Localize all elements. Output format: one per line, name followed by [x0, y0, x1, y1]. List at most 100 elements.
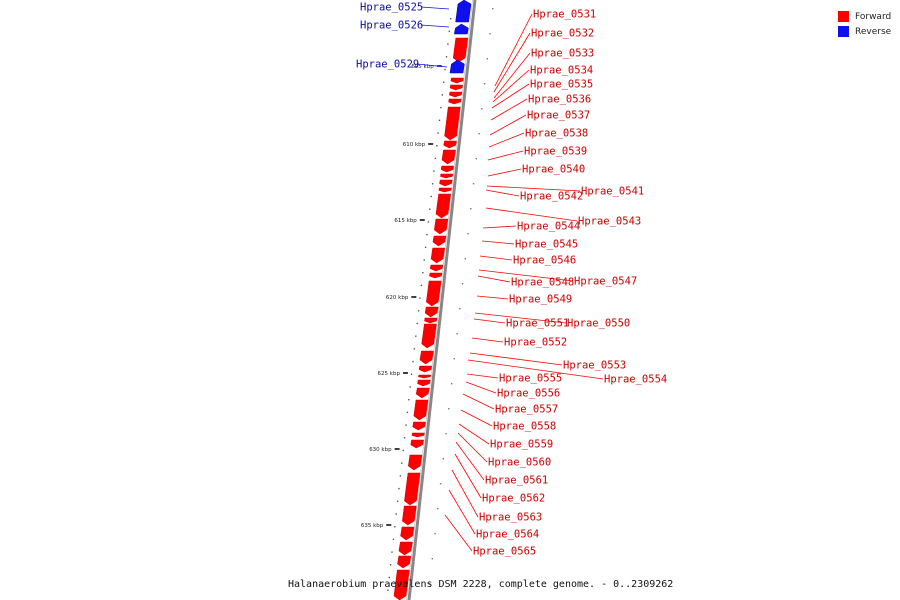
forward-feature — [424, 306, 439, 318]
minor-tick — [391, 551, 393, 553]
gene-leader-line — [474, 312, 567, 324]
minor-tick — [398, 487, 400, 490]
gene-label-hprae-0531[interactable]: Hprae_0531 — [533, 9, 596, 21]
gene-label-hprae-0554[interactable]: Hprae_0554 — [604, 374, 667, 386]
gene-label-hprae-0544[interactable]: Hprae_0544 — [517, 221, 580, 233]
forward-feature — [440, 173, 454, 179]
gene-label-hprae-0551[interactable]: Hprae_0551 — [506, 318, 569, 330]
gene-leader-line — [416, 63, 448, 68]
gene-label-hprae-0546[interactable]: Hprae_0546 — [513, 255, 576, 267]
legend-label: Reverse — [855, 26, 892, 37]
minor-tick — [422, 272, 424, 274]
gene-label-hprae-0547[interactable]: Hprae_0547 — [574, 276, 637, 288]
gene-leader-line — [479, 255, 513, 261]
minor-tick — [438, 119, 441, 121]
gene-leader-line — [491, 83, 530, 109]
gene-label-hprae-0526[interactable]: Hprae_0526 — [360, 20, 423, 32]
gene-label-hprae-0534[interactable]: Hprae_0534 — [530, 65, 593, 77]
gene-leader-line — [493, 32, 531, 93]
minor-tick — [489, 33, 491, 35]
gene-label-hprae-0561[interactable]: Hprae_0561 — [485, 475, 548, 487]
minor-tick — [426, 233, 428, 236]
forward-feature — [400, 526, 415, 541]
minor-tick — [475, 158, 477, 160]
minor-tick — [441, 94, 443, 96]
gene-leader-line — [448, 489, 476, 535]
legend-swatch-forward — [838, 11, 849, 22]
minor-tick — [444, 68, 446, 71]
forward-feature — [424, 317, 438, 324]
gene-label-hprae-0532[interactable]: Hprae_0532 — [531, 28, 594, 40]
gene-label-hprae-0542[interactable]: Hprae_0542 — [520, 191, 583, 203]
minor-tick — [464, 258, 466, 260]
minor-tick — [478, 133, 480, 135]
scale-tick-label: 620 kbp — [386, 295, 409, 301]
minor-tick — [389, 564, 392, 566]
gene-label-hprae-0535[interactable]: Hprae_0535 — [530, 79, 593, 91]
minor-tick — [456, 333, 458, 335]
gene-label-hprae-0536[interactable]: Hprae_0536 — [528, 94, 591, 106]
scale-tick-label: 630 kbp — [369, 447, 392, 453]
gene-label-hprae-0555[interactable]: Hprae_0555 — [499, 373, 562, 385]
minor-tick — [450, 18, 452, 20]
gene-label-hprae-0558[interactable]: Hprae_0558 — [493, 421, 556, 433]
gene-label-hprae-0539[interactable]: Hprae_0539 — [524, 146, 587, 158]
gene-label-hprae-0562[interactable]: Hprae_0562 — [482, 493, 545, 505]
forward-feature — [432, 235, 447, 247]
gene-leader-line — [420, 24, 450, 28]
minor-tick — [427, 221, 430, 223]
minor-tick — [461, 283, 464, 285]
gene-label-hprae-0556[interactable]: Hprae_0556 — [497, 388, 560, 400]
gene-label-hprae-0563[interactable]: Hprae_0563 — [479, 512, 542, 524]
gene-label-hprae-0540[interactable]: Hprae_0540 — [522, 164, 585, 176]
minor-tick — [388, 576, 390, 579]
minor-tick — [408, 399, 410, 401]
forward-feature — [418, 365, 432, 373]
minor-tick — [394, 526, 396, 528]
minor-tick — [445, 433, 447, 435]
gene-label-hprae-0545[interactable]: Hprae_0545 — [515, 239, 578, 251]
scale-tick-label: 615 kbp — [394, 218, 417, 224]
gene-label-hprae-0550[interactable]: Hprae_0550 — [567, 318, 630, 330]
gene-leader-line — [478, 269, 574, 282]
forward-feature — [412, 421, 426, 431]
gene-leader-line — [458, 423, 490, 445]
minor-tick — [431, 183, 434, 185]
minor-tick — [450, 383, 453, 385]
minor-tick — [472, 183, 475, 185]
gene-leader-line — [420, 6, 450, 10]
legend-label: Forward — [855, 11, 892, 22]
minor-tick — [406, 411, 409, 414]
gene-label-hprae-0543[interactable]: Hprae_0543 — [578, 216, 641, 228]
gene-label-hprae-0529[interactable]: Hprae_0529 — [356, 59, 419, 71]
gene-label-hprae-0525[interactable]: Hprae_0525 — [360, 2, 423, 14]
gene-label-hprae-0548[interactable]: Hprae_0548 — [511, 277, 574, 289]
legend-swatch-reverse — [838, 26, 849, 37]
forward-feature — [419, 350, 434, 365]
gene-label-hprae-0538[interactable]: Hprae_0538 — [525, 128, 588, 140]
minor-tick — [434, 533, 436, 535]
gene-leader-line — [469, 352, 563, 366]
gene-label-hprae-0559[interactable]: Hprae_0559 — [490, 439, 553, 451]
minor-tick — [409, 386, 411, 388]
gene-label-hprae-0564[interactable]: Hprae_0564 — [476, 529, 539, 541]
forward-feature — [443, 140, 457, 149]
gene-label-hprae-0549[interactable]: Hprae_0549 — [509, 294, 572, 306]
forward-feature — [415, 387, 430, 399]
gene-label-hprae-0533[interactable]: Hprae_0533 — [531, 48, 594, 60]
gene-leader-line — [473, 318, 506, 324]
gene-label-hprae-0557[interactable]: Hprae_0557 — [495, 404, 558, 416]
forward-feature — [404, 472, 421, 506]
forward-feature — [444, 106, 461, 141]
gene-leader-line — [455, 441, 485, 481]
forward-feature — [452, 37, 469, 63]
gene-label-hprae-0537[interactable]: Hprae_0537 — [527, 110, 590, 122]
gene-label-hprae-0565[interactable]: Hprae_0565 — [473, 546, 536, 558]
gene-label-hprae-0552[interactable]: Hprae_0552 — [504, 337, 567, 349]
gene-label-hprae-0541[interactable]: Hprae_0541 — [581, 186, 644, 198]
gene-label-hprae-0553[interactable]: Hprae_0553 — [563, 360, 626, 372]
gene-leader-line — [454, 453, 482, 499]
gene-label-hprae-0560[interactable]: Hprae_0560 — [488, 457, 551, 469]
